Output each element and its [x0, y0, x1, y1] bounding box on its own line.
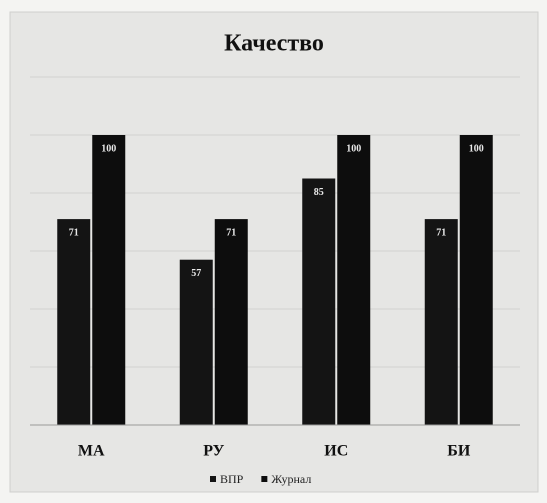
- x-tick-label: ИС: [324, 443, 348, 460]
- bar: [337, 135, 371, 425]
- value-label: 57: [191, 268, 201, 279]
- value-label: 100: [101, 143, 116, 154]
- bar: [459, 135, 493, 425]
- value-label: 71: [69, 227, 79, 238]
- bar: [57, 219, 91, 425]
- bar: [302, 178, 336, 425]
- bar: [92, 135, 126, 425]
- bar: [179, 259, 213, 425]
- legend-label: Журнал: [271, 472, 311, 486]
- value-label: 85: [314, 187, 324, 198]
- value-label: 71: [226, 227, 236, 238]
- legend-label: ВПР: [220, 472, 244, 486]
- legend-swatch: [210, 476, 216, 482]
- chart-title: Качество: [224, 31, 324, 57]
- x-tick-label: БИ: [447, 443, 471, 460]
- legend-swatch: [261, 476, 268, 482]
- bar: [424, 219, 458, 425]
- x-tick-label: МА: [78, 443, 105, 460]
- value-label: 71: [436, 227, 446, 238]
- bar: [214, 219, 248, 425]
- value-label: 100: [469, 143, 484, 154]
- value-label: 100: [346, 143, 361, 154]
- x-tick-label: РУ: [203, 443, 224, 460]
